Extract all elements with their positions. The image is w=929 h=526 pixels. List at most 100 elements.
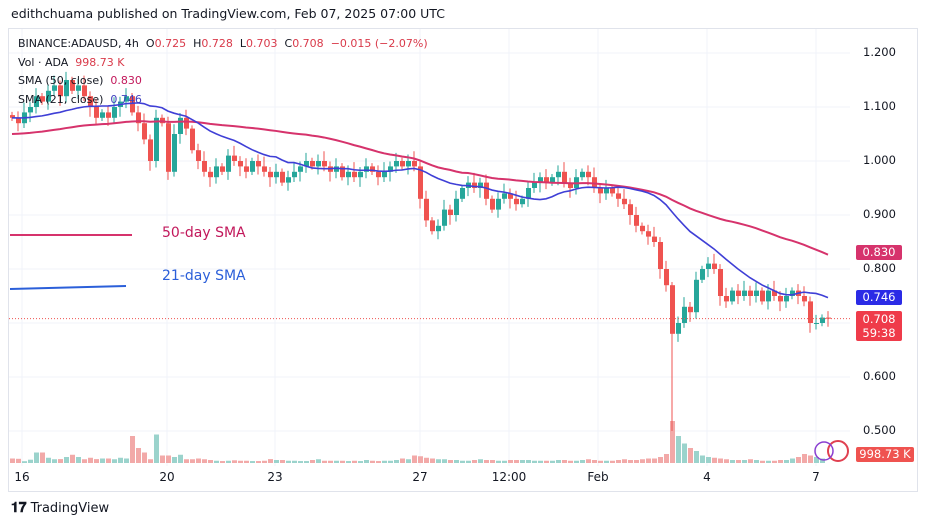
candle-body	[262, 166, 267, 172]
volume-bar	[550, 460, 555, 463]
candle-body	[532, 182, 537, 188]
candle-body	[694, 279, 699, 313]
candle-body	[544, 177, 549, 183]
tradingview-logo[interactable]: 𝟏𝟕 TradingView	[11, 500, 109, 516]
volume-bar	[214, 460, 219, 463]
sma21-line	[11, 102, 829, 299]
candle-body	[700, 269, 705, 280]
candle-body	[124, 96, 129, 102]
vol-value: 998.73 K	[75, 55, 125, 69]
us-flag-icon	[827, 440, 849, 462]
time-tick: 23	[267, 470, 283, 484]
candle-body	[334, 166, 339, 172]
candle-body	[304, 161, 309, 167]
volume-bar	[424, 457, 429, 463]
c-label: C	[284, 37, 293, 50]
candle-body	[148, 139, 153, 161]
volume-bar	[586, 459, 591, 463]
candle-body	[586, 171, 591, 178]
candle-body	[250, 161, 255, 172]
volume-bar	[202, 459, 207, 463]
volume-bar	[502, 460, 507, 463]
volume-bar	[742, 460, 747, 463]
candle-body	[238, 161, 243, 167]
candle-body	[202, 161, 207, 172]
volume-bar	[262, 460, 267, 463]
candle-body	[448, 209, 453, 215]
candle-body	[52, 85, 57, 91]
volume-bar	[760, 460, 765, 463]
sma21-legend: SMA (21, close) 0.746	[18, 91, 428, 110]
l-label: L	[239, 37, 246, 50]
candle-body	[310, 161, 315, 167]
volume-bar	[208, 460, 213, 463]
volume-bar	[730, 460, 735, 463]
sma50-legend: SMA (50, close) 0.830	[18, 72, 428, 91]
open-value: 0.725	[154, 37, 187, 50]
candle-body	[196, 150, 201, 161]
candle-body	[496, 198, 501, 210]
candle-body	[10, 115, 15, 118]
volume-bar	[334, 460, 339, 463]
volume-bar	[250, 461, 255, 463]
candle-body	[676, 323, 681, 334]
volume-bar	[490, 460, 495, 463]
volume-bar	[592, 460, 597, 463]
candle-body	[598, 188, 603, 194]
volume-legend: Vol · ADA 998.73 K	[18, 54, 428, 73]
volume-bar	[316, 459, 321, 463]
chart-pane[interactable]	[8, 28, 918, 492]
candle-body	[388, 166, 393, 172]
sma21-value: 0.746	[110, 92, 142, 106]
candle-body	[484, 182, 489, 199]
volume-bar	[46, 457, 51, 463]
volume-bar	[538, 460, 543, 463]
volume-bar	[526, 460, 531, 463]
volume-bar	[376, 461, 381, 463]
last-price: 0.708	[862, 312, 896, 326]
volume-bar	[142, 452, 147, 463]
volume-bar	[460, 460, 465, 463]
volume-bar	[292, 460, 297, 463]
candle-body	[274, 171, 279, 178]
candle-body	[100, 112, 105, 118]
candle-body	[70, 80, 75, 91]
candle-body	[286, 177, 291, 183]
volume-bar	[640, 459, 645, 463]
close-value: 0.708	[292, 37, 324, 50]
candle-body	[604, 188, 609, 194]
candle-body	[790, 290, 795, 296]
candle-body	[106, 112, 111, 118]
volume-bar	[16, 458, 21, 463]
last-price-tag: 0.708 59:38	[856, 311, 902, 341]
sma21-annotation: 21-day SMA	[162, 268, 246, 284]
volume-bar	[442, 459, 447, 463]
volume-bar	[508, 460, 513, 463]
volume-bar	[226, 460, 231, 463]
volume-bar	[382, 460, 387, 463]
candle-body	[376, 171, 381, 178]
time-tick: Feb	[587, 470, 609, 484]
volume-bar	[784, 460, 789, 463]
candle-body	[358, 171, 363, 178]
sma50-price-tag: 0.830	[856, 245, 902, 260]
volume-bar	[328, 460, 333, 463]
candle-body	[178, 117, 183, 134]
candle-body	[454, 198, 459, 215]
candle-body	[730, 290, 735, 302]
volume-bar	[40, 452, 45, 463]
candle-body	[322, 161, 327, 167]
sma50-annotation: 50-day SMA	[162, 225, 246, 241]
volume-bar	[796, 457, 801, 463]
volume-bar	[364, 460, 369, 463]
time-tick: 27	[412, 470, 428, 484]
volume-bar	[196, 458, 201, 463]
volume-bar	[568, 460, 573, 463]
candle-body	[208, 171, 213, 178]
volume-bar	[520, 460, 525, 463]
time-tick: 12:00	[491, 470, 527, 484]
volume-bar	[76, 457, 81, 463]
candle-body	[538, 177, 543, 183]
candle-body	[706, 263, 711, 269]
